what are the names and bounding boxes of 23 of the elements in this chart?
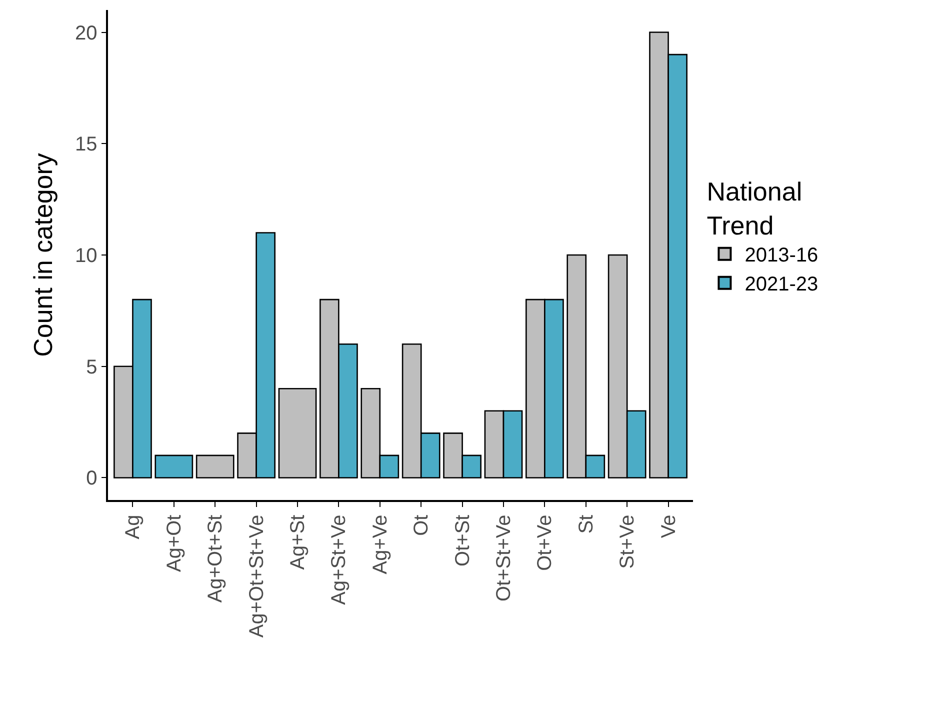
x-tick-label: Ag+Ot+St: [204, 514, 227, 603]
y-tick-label: 20: [75, 22, 98, 44]
x-tick-label: Ot+St+Ve: [492, 514, 515, 602]
y-tick-label: 0: [86, 468, 98, 490]
x-tick-label: Ag+St: [287, 514, 310, 570]
x-tick-label: Ot: [410, 514, 433, 536]
y-tick-label: 5: [86, 356, 98, 378]
y-tick-label: 10: [75, 245, 98, 267]
x-tick-label: Ag+St+Ve: [328, 514, 350, 605]
legend-label: 2021-23: [744, 274, 818, 296]
x-tick-label: Ag+Ot: [163, 514, 186, 572]
x-tick-label: Ve: [658, 514, 680, 538]
x-tick-label: Ag+Ot+St+Ve: [246, 514, 268, 638]
legend-title: National Trend: [706, 176, 802, 240]
y-tick-label: 15: [75, 134, 98, 156]
y-axis-title: Count in category: [28, 153, 58, 357]
x-tick-label: St+Ve: [616, 514, 639, 569]
x-tick-label: St: [575, 514, 598, 534]
x-tick-label: Ot+St: [452, 514, 474, 566]
x-tick-label: Ot+Ve: [534, 514, 556, 571]
legend-label: 2013-16: [744, 244, 818, 267]
x-tick-label: Ag+Ve: [369, 514, 392, 574]
x-tick-label: Ag: [122, 514, 144, 540]
